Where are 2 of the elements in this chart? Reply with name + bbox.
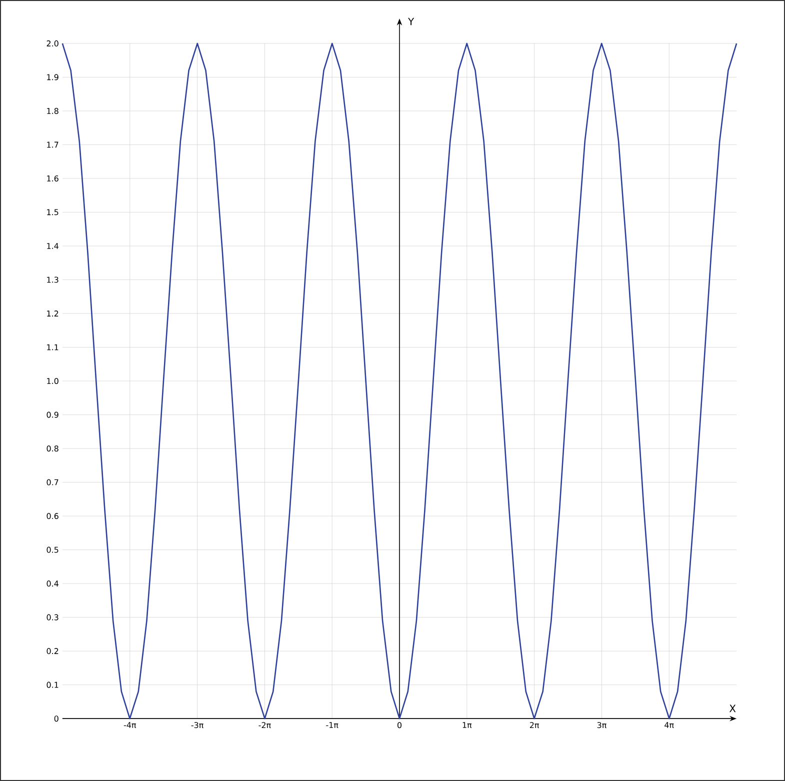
x-axis-title: X bbox=[729, 704, 736, 712]
y-axis-title: Y bbox=[408, 18, 414, 26]
